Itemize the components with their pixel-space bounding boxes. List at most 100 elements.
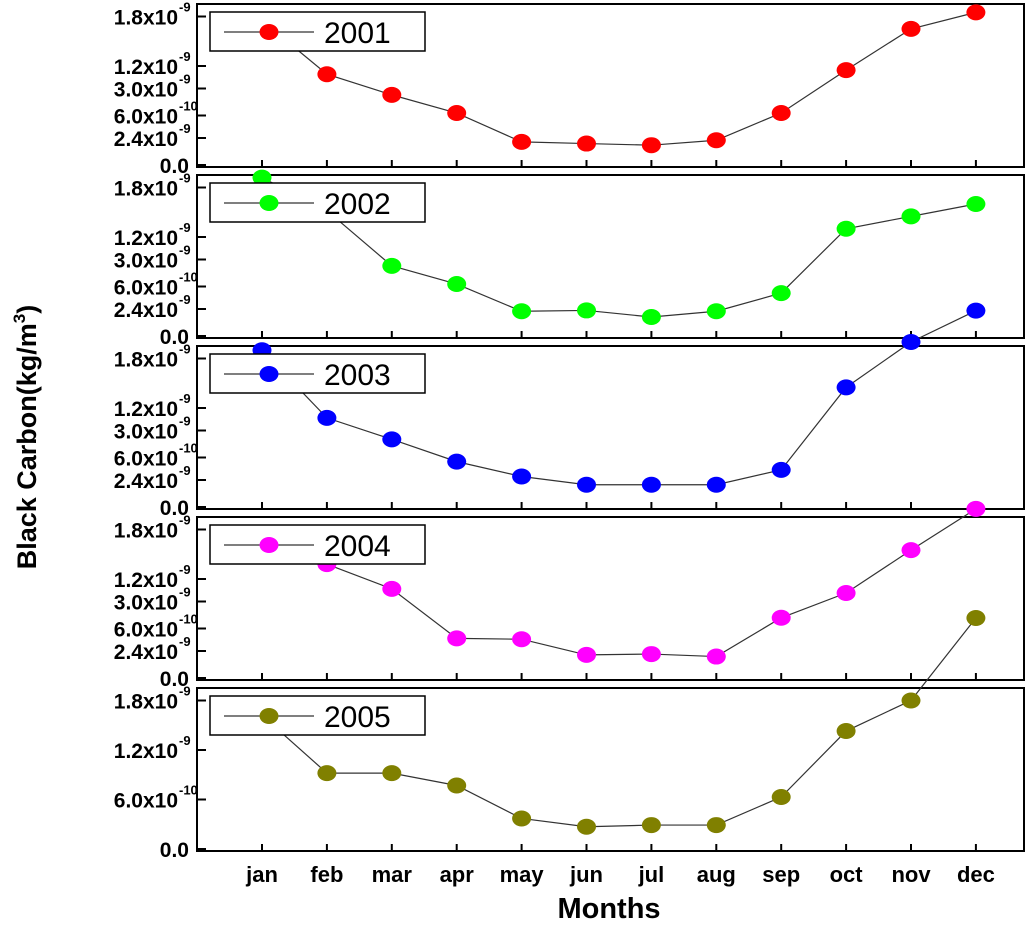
data-point-2003-may — [512, 468, 532, 485]
x-axis-title: Months — [557, 893, 660, 925]
y-tick-exponent: -9 — [179, 243, 191, 258]
legend-label: 2003 — [324, 359, 391, 392]
series-line-2001 — [261, 11, 977, 146]
data-point-2003-feb — [317, 409, 337, 426]
data-point-2004-apr — [447, 630, 467, 647]
x-axis-ticks: jan feb mar apr may jun jul aug sep oct nov dec — [245, 862, 995, 887]
y-tick-label: 1.8x10 — [114, 691, 178, 714]
data-point-2001-jul — [641, 137, 661, 154]
data-point-2003-oct — [836, 379, 856, 396]
y-tick-exponent: -9 — [179, 121, 191, 136]
x-tick-label-dec: dec — [957, 862, 995, 887]
legend-marker — [259, 537, 279, 553]
panel-2002: 0.06.0x10 -101.2x10 -91.8x10 -92.4x10 -93.0x… — [114, 72, 1025, 349]
legend-label: 2005 — [324, 701, 391, 734]
y-tick-exponent: -10 — [179, 270, 198, 285]
panel-2004: 0.06.0x10 -101.2x10 -91.8x10 -92.4x10 -93.0x… — [114, 414, 1025, 691]
y-tick-exponent: -10 — [179, 99, 198, 114]
data-point-2001-jun — [577, 135, 596, 152]
x-tick-label-jan: jan — [245, 862, 278, 887]
data-point-2001-feb — [317, 66, 337, 83]
data-point-2003-jun — [577, 476, 596, 493]
y-tick-label: 1.8x10 — [114, 178, 178, 201]
y-tick-exponent: -9 — [179, 0, 191, 15]
y-tick-exponent: -9 — [179, 49, 191, 64]
data-point-2002-jan — [252, 169, 272, 186]
y-tick-label: 3.0x10 — [114, 421, 178, 444]
data-point-2004-nov — [901, 542, 921, 559]
x-tick-label-jun: jun — [569, 862, 603, 887]
data-point-2005-feb — [317, 765, 337, 782]
legend-2004: 2004 — [209, 524, 426, 565]
data-point-2003-dec — [966, 302, 986, 319]
x-tick-label-jul: jul — [638, 862, 665, 887]
data-point-2003-mar — [382, 431, 402, 448]
y-tick-label: 2.4x10 — [114, 641, 178, 664]
data-point-2003-aug — [706, 476, 726, 493]
y-tick-exponent: -9 — [179, 342, 191, 357]
data-point-2005-may — [512, 810, 532, 827]
panel-frame — [196, 516, 1025, 681]
y-tick-exponent: -9 — [179, 513, 191, 528]
y-tick-label: 6.0x10 — [114, 619, 178, 642]
y-tick-exponent: -9 — [179, 414, 191, 429]
data-point-2001-nov — [901, 20, 921, 37]
y-tick-exponent: -9 — [179, 585, 191, 600]
data-point-2002-may — [512, 303, 532, 320]
series-line-2002 — [261, 177, 977, 318]
y-tick-label: 1.2x10 — [114, 740, 178, 763]
x-tick-label-apr: apr — [440, 862, 475, 887]
data-point-2005-dec — [966, 610, 986, 626]
y-tick-label: 1.2x10 — [114, 56, 178, 79]
data-point-2004-dec — [966, 500, 986, 517]
x-tick-label-mar: mar — [372, 862, 413, 887]
legend-marker — [259, 24, 279, 40]
legend-label: 2001 — [324, 17, 391, 50]
series-line-2003 — [261, 310, 977, 486]
y-tick-label: 0.0 — [160, 839, 189, 862]
data-point-2003-apr — [447, 453, 467, 470]
data-point-2002-dec — [966, 196, 986, 212]
y-tick-exponent: -9 — [179, 391, 191, 406]
y-tick-label: 0.0 — [160, 326, 189, 349]
data-point-2002-aug — [706, 303, 726, 320]
chart-panels: 0.06.0x10-101.2x10-91.8x10-92.4x10-93.0x… — [114, 0, 1025, 862]
data-point-2004-aug — [706, 648, 726, 665]
y-tick-exponent: -9 — [179, 463, 191, 478]
y-tick-exponent: -9 — [179, 733, 191, 748]
data-point-2005-sep — [771, 789, 791, 806]
y-tick-label: 3.0x10 — [114, 592, 178, 615]
legend-label: 2004 — [324, 530, 391, 563]
data-point-2005-oct — [836, 723, 856, 740]
series-line-2004 — [261, 508, 977, 658]
series-line-2005 — [261, 617, 977, 828]
y-tick-exponent: -10 — [179, 441, 198, 456]
panel-frame — [196, 174, 1025, 339]
legend-marker — [259, 708, 279, 724]
data-point-2004-jun — [577, 646, 596, 663]
y-tick-exponent: -9 — [179, 72, 191, 87]
y-tick-label: 1.8x10 — [114, 7, 178, 30]
legend-2005: 2005 — [209, 695, 426, 736]
data-point-2003-sep — [771, 461, 791, 478]
y-tick-label: 1.2x10 — [114, 398, 178, 421]
x-tick-label-aug: aug — [697, 862, 736, 887]
panel-frame — [196, 345, 1025, 510]
data-point-2001-sep — [771, 105, 791, 122]
y-tick-label: 2.4x10 — [114, 299, 178, 322]
y-tick-exponent: -9 — [179, 684, 191, 699]
data-point-2004-may — [512, 631, 532, 648]
y-tick-label: 1.2x10 — [114, 227, 178, 250]
panel-2001: 0.06.0x10-101.2x10-91.8x10-92.4x10-93.0x… — [114, 0, 1025, 178]
legend-box — [209, 11, 426, 52]
y-tick-exponent: -10 — [179, 783, 198, 798]
data-point-2002-jul — [641, 309, 661, 326]
data-point-2003-jul — [641, 476, 661, 493]
y-tick-exponent: -9 — [179, 171, 191, 186]
data-point-2002-oct — [836, 220, 856, 237]
data-point-2001-oct — [836, 62, 856, 79]
y-tick-label: 1.2x10 — [114, 569, 178, 592]
data-point-2002-jun — [577, 302, 596, 319]
data-point-2005-jul — [641, 817, 661, 834]
